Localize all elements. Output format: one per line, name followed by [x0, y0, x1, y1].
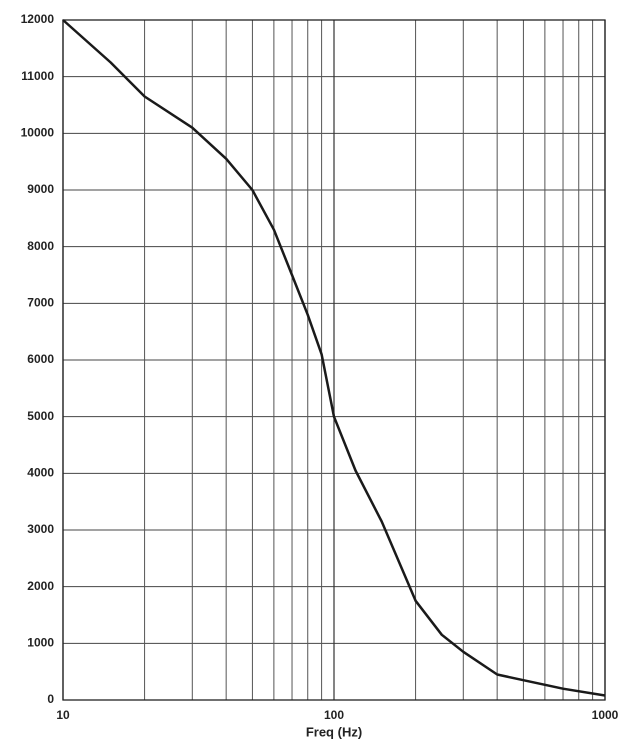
plot-frame: [62, 19, 606, 701]
y-tick-label: 6000: [27, 352, 54, 366]
y-tick-label: 2000: [27, 579, 54, 593]
y-tick-label: 9000: [27, 182, 54, 196]
y-tick-label: 8000: [27, 239, 54, 253]
y-tick-label: 12000: [21, 12, 55, 26]
y-tick-label: 3000: [27, 522, 54, 536]
y-tick-label: 0: [47, 692, 54, 706]
x-tick-label: 1000: [592, 708, 619, 722]
x-axis-label: Freq (Hz): [306, 724, 362, 739]
y-tick-label: 10000: [21, 126, 55, 140]
x-tick-label: 10: [56, 708, 70, 722]
y-tick-label: 7000: [27, 296, 54, 310]
data-line: [62, 19, 606, 697]
y-tick-label: 4000: [27, 466, 54, 480]
y-tick-label: 5000: [27, 409, 54, 423]
x-tick-label: 100: [324, 708, 344, 722]
y-tick-label: 1000: [27, 636, 54, 650]
y-tick-label: 11000: [21, 69, 54, 83]
